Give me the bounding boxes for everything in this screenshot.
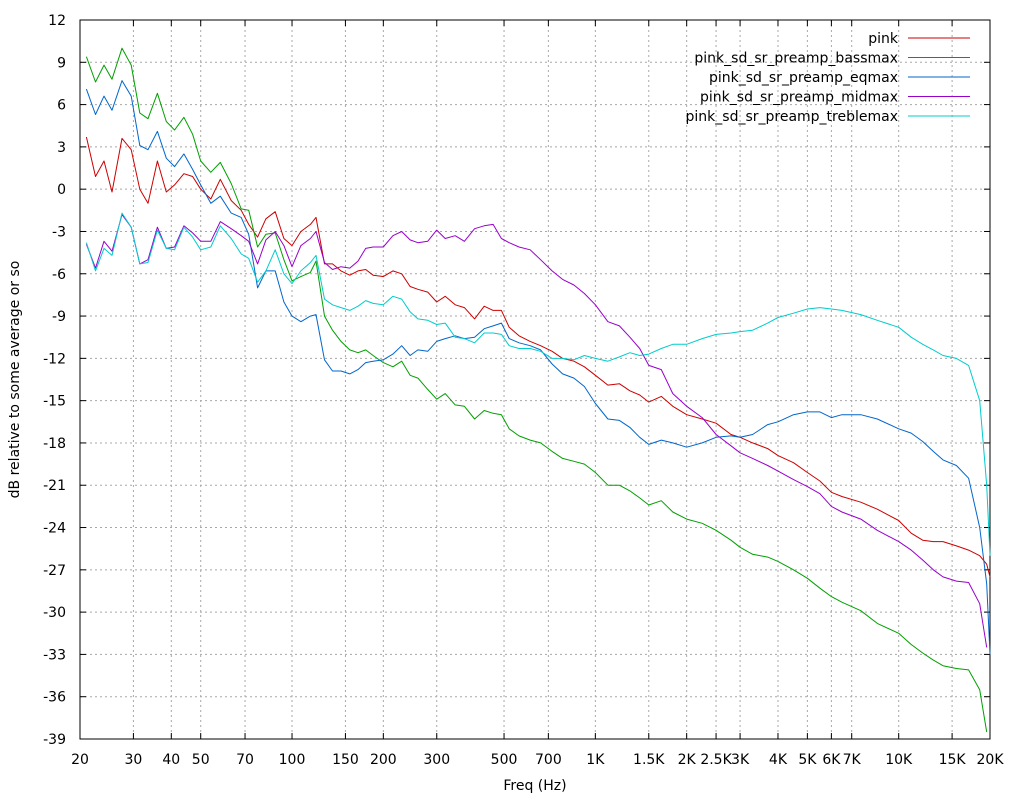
x-tick-label: 10K — [885, 752, 913, 768]
x-tick-label: 70 — [236, 752, 254, 768]
y-tick-label: -33 — [43, 647, 66, 663]
grid-lines — [80, 20, 990, 739]
series-line — [85, 136, 991, 578]
y-tick-label: -9 — [52, 309, 66, 325]
plot-border — [79, 19, 991, 740]
y-tick-label: 0 — [57, 182, 66, 198]
plot-area — [79, 19, 991, 740]
x-tick-label: 4K — [769, 752, 788, 768]
series-line — [85, 212, 991, 556]
series-line — [85, 80, 991, 655]
y-tick-label: -27 — [43, 563, 66, 579]
series-line — [85, 214, 988, 648]
x-tick-label: 50 — [192, 752, 210, 768]
x-axis-label: Freq (Hz) — [503, 778, 566, 794]
series-line — [85, 47, 988, 733]
y-tick-label: 3 — [57, 140, 66, 156]
legend-label: pink_sd_sr_preamp_treblemax — [686, 109, 898, 125]
y-tick-label: 9 — [57, 55, 66, 71]
x-tick-label: 300 — [423, 752, 450, 768]
y-tick-label: -36 — [43, 690, 66, 706]
x-tick-label: 7K — [843, 752, 862, 768]
legend-label: pink_sd_sr_preamp_eqmax — [709, 70, 898, 86]
x-tick-label: 1K — [586, 752, 605, 768]
x-tick-label: 2K — [678, 752, 697, 768]
x-tick-label: 15K — [939, 752, 967, 768]
legend-label: pink_sd_sr_preamp_midmax — [700, 90, 898, 106]
axis-ticks: 129630-3-6-9-12-15-18-21-24-27-30-33-36-… — [43, 13, 1004, 768]
x-tick-label: 30 — [125, 752, 143, 768]
x-tick-label: 700 — [535, 752, 562, 768]
y-tick-label: -18 — [43, 436, 66, 452]
x-tick-label: 6K — [822, 752, 841, 768]
y-tick-label: -21 — [43, 478, 66, 494]
x-tick-label: 3K — [731, 752, 750, 768]
y-tick-label: -12 — [43, 351, 66, 367]
legend-label: pink_sd_sr_preamp_bassmax — [694, 51, 898, 67]
legend: pink pink_sd_sr_preamp_bassmax pink_sd_sr_… — [686, 31, 970, 125]
x-tick-label: 200 — [370, 752, 397, 768]
x-tick-label: 40 — [162, 752, 180, 768]
series-lines — [85, 47, 991, 733]
x-tick-label: 100 — [279, 752, 306, 768]
y-tick-label: -15 — [43, 394, 66, 410]
y-tick-label: -6 — [52, 267, 66, 283]
y-tick-label: -3 — [52, 224, 66, 240]
x-tick-label: 2.5K — [700, 752, 732, 768]
x-tick-label: 20K — [977, 752, 1005, 768]
x-tick-label: 150 — [332, 752, 359, 768]
y-tick-label: -30 — [43, 605, 66, 621]
x-tick-label: 1.5K — [633, 752, 665, 768]
y-tick-label: 12 — [48, 13, 66, 29]
x-tick-label: 500 — [491, 752, 518, 768]
y-axis-label: dB relative to some average or so — [7, 261, 23, 499]
legend-label: pink — [868, 31, 899, 47]
x-tick-label: 20 — [71, 752, 89, 768]
y-tick-label: -39 — [43, 732, 66, 748]
y-tick-label: 6 — [57, 98, 66, 114]
y-tick-label: -24 — [43, 521, 66, 537]
x-tick-label: 5K — [798, 752, 817, 768]
